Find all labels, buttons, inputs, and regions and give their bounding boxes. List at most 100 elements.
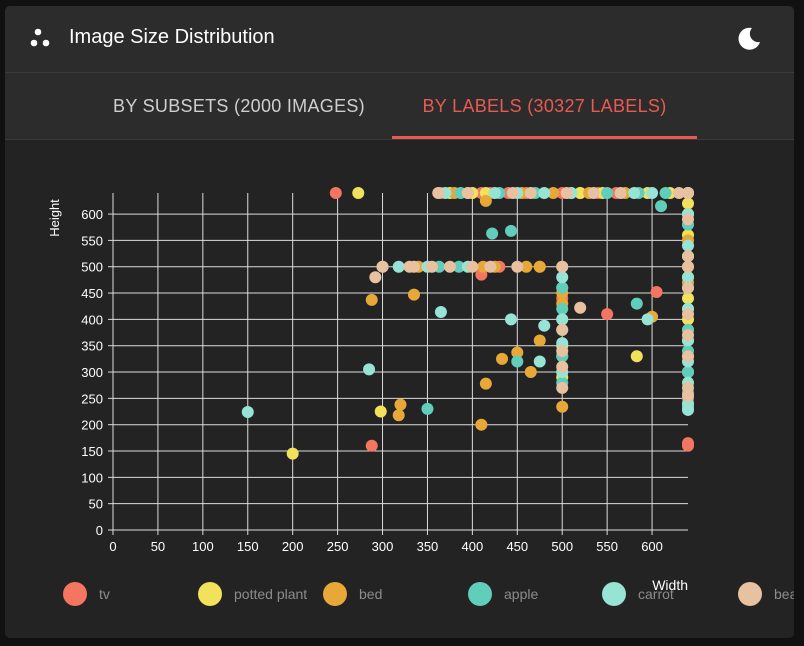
data-point-bear: [466, 260, 479, 273]
data-point-bed: [394, 398, 407, 411]
data-point-bear: [556, 260, 569, 273]
data-point-apple: [452, 260, 465, 273]
data-point-carrot: [488, 187, 501, 199]
y-tick-label: 200: [81, 418, 103, 433]
x-tick-label: 250: [327, 539, 349, 554]
y-tick-label: 300: [81, 365, 103, 380]
data-point-bear: [461, 187, 474, 199]
data-point-potted-plant: [630, 350, 643, 363]
data-point-bear: [682, 213, 694, 226]
active-tab-indicator: [392, 136, 697, 139]
data-point-bed: [520, 260, 533, 273]
data-point-carrot: [434, 306, 447, 319]
legend-symbol[interactable]: [63, 582, 87, 606]
data-point-bear: [506, 187, 519, 199]
x-tick-label: 450: [506, 539, 528, 554]
data-point-bear: [682, 187, 694, 199]
data-point-bear: [556, 360, 569, 373]
x-tick-label: 350: [417, 539, 439, 554]
legend-symbol[interactable]: [602, 582, 626, 606]
x-tick-label: 400: [462, 539, 484, 554]
data-point-tv: [682, 439, 694, 452]
legend-label[interactable]: tv: [99, 586, 110, 602]
data-point-apple: [486, 227, 499, 240]
data-point-bed: [496, 352, 509, 365]
data-point-potted-plant: [682, 292, 694, 305]
data-point-apple: [505, 224, 518, 237]
legend-symbol[interactable]: [323, 582, 347, 606]
scatter-chart: 0 50 100 150 200 250 300 350 400 450 500 550 600 0 50 1…: [47, 187, 794, 606]
data-point-bear: [682, 281, 694, 294]
data-point-bear: [407, 260, 420, 273]
data-point-bear: [511, 260, 524, 273]
legend-label[interactable]: bear: [774, 586, 794, 602]
x-tick-label: 550: [596, 539, 618, 554]
data-point-potted-plant: [352, 187, 365, 199]
data-point-carrot: [628, 187, 641, 199]
data-point-potted-plant: [682, 197, 694, 210]
x-axis-title: Width: [652, 577, 688, 593]
card-header: Image Size Distribution: [5, 6, 794, 73]
data-point-bear: [524, 187, 537, 199]
y-tick-label: 0: [96, 523, 103, 538]
data-point-bear: [425, 260, 438, 273]
legend-label[interactable]: bed: [359, 586, 382, 602]
data-point-bear: [556, 344, 569, 357]
data-point-bed: [479, 377, 492, 390]
data-point-carrot: [538, 319, 551, 332]
data-point-bed: [533, 260, 546, 273]
tab-by-subsets[interactable]: BY SUBSETS (2000 IMAGES): [113, 96, 365, 116]
tab-by-labels[interactable]: BY LABELS (30327 LABELS): [422, 96, 667, 116]
data-point-bear: [682, 308, 694, 321]
data-point-carrot: [646, 187, 659, 199]
legend-symbol[interactable]: [738, 582, 762, 606]
data-point-tv: [650, 285, 663, 298]
legend-label[interactable]: apple: [504, 586, 538, 602]
y-tick-label: 550: [81, 233, 103, 248]
data-point-bear: [560, 187, 573, 199]
y-tick-label: 100: [81, 470, 103, 485]
data-point-bear: [484, 260, 497, 273]
data-point-bed: [547, 187, 560, 199]
data-point-bear: [682, 329, 694, 342]
data-point-carrot: [363, 363, 376, 376]
y-tick-label: 250: [81, 391, 103, 406]
data-point-carrot: [682, 239, 694, 252]
data-point-tv: [365, 439, 378, 452]
data-point-carrot: [641, 313, 654, 326]
data-point-bear: [673, 187, 686, 199]
data-point-carrot: [538, 187, 551, 199]
y-tick-label: 350: [81, 339, 103, 354]
data-point-bear: [682, 250, 694, 263]
moon-icon[interactable]: [735, 25, 763, 53]
data-point-apple: [421, 402, 434, 415]
data-point-carrot: [533, 355, 546, 368]
data-point-bed: [365, 293, 378, 306]
tab-bar: BY SUBSETS (2000 IMAGES) BY LABELS (3032…: [5, 73, 794, 140]
data-point-potted-plant: [374, 405, 387, 418]
data-point-potted-plant: [574, 187, 587, 199]
data-point-apple: [655, 200, 668, 213]
legend-label[interactable]: potted plant: [234, 586, 307, 602]
y-tick-label: 400: [81, 312, 103, 327]
data-point-bear: [443, 260, 456, 273]
data-point-bear: [587, 187, 600, 199]
data-point-apple: [556, 302, 569, 315]
y-tick-label: 450: [81, 286, 103, 301]
data-point-carrot: [682, 271, 694, 284]
data-point-bed: [556, 400, 569, 413]
data-point-carrot: [392, 260, 405, 273]
chart-card: Image Size Distribution BY SUBSETS (2000…: [5, 6, 794, 638]
data-point-potted-plant: [286, 447, 299, 460]
data-point-carrot: [505, 313, 518, 326]
x-tick-label: 0: [109, 539, 116, 554]
data-point-bear: [376, 260, 389, 273]
y-tick-label: 150: [81, 444, 103, 459]
data-point-bed: [479, 194, 492, 207]
legend-symbol[interactable]: [468, 582, 492, 606]
legend-label[interactable]: carrot: [638, 586, 674, 602]
data-point-bear: [614, 187, 627, 199]
x-tick-label: 150: [237, 539, 259, 554]
legend-symbol[interactable]: [198, 582, 222, 606]
data-point-bear: [682, 389, 694, 402]
